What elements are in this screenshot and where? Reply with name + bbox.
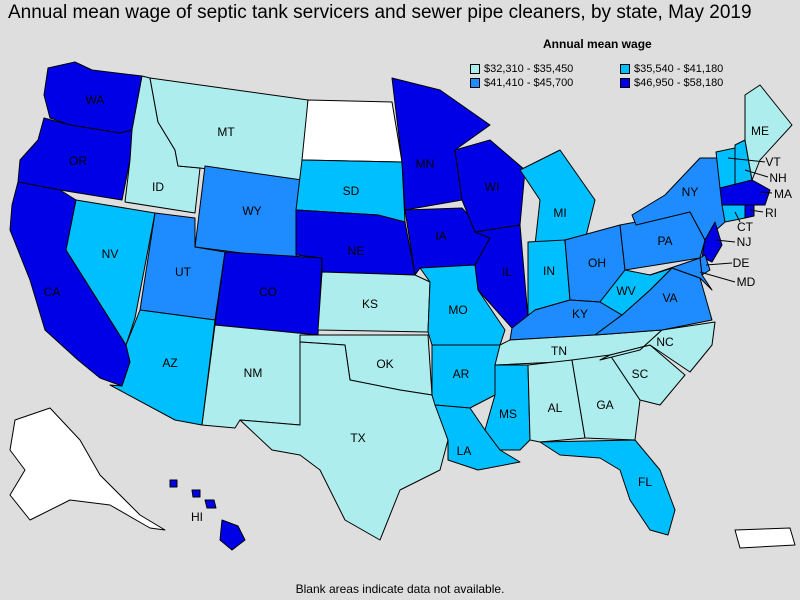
legend-item-range-4: $46,950 - $58,180 [620, 77, 770, 89]
state-label-md: MD [737, 275, 756, 289]
state-label-fl: FL [638, 475, 652, 489]
leader-line-de [705, 262, 733, 266]
state-label-ny: NY [682, 185, 699, 199]
state-label-ia: IA [435, 229, 446, 243]
state-label-az: AZ [162, 356, 177, 370]
state-al[interactable] [527, 359, 586, 443]
state-label-or: OR [69, 154, 87, 168]
state-hi-kauai[interactable] [169, 479, 178, 488]
state-nc[interactable] [599, 321, 716, 373]
state-ga[interactable] [571, 354, 641, 441]
footnote: Blank areas indicate data not available. [295, 582, 505, 596]
state-label-wa: WA [86, 93, 105, 107]
state-label-sc: SC [632, 367, 649, 381]
state-il[interactable] [474, 224, 529, 329]
state-tx[interactable] [239, 341, 449, 541]
state-label-sd: SD [343, 184, 360, 198]
state-label-tx: TX [350, 431, 365, 445]
state-label-hi: HI [191, 510, 203, 524]
legend-item-range-1: $32,310 - $35,450 [470, 63, 620, 75]
legend-item-range-3: $41,410 - $45,700 [470, 77, 620, 89]
state-label-ca: CA [44, 285, 61, 299]
state-or[interactable] [17, 117, 133, 201]
state-label-mt: MT [217, 125, 235, 139]
state-label-nm: NM [244, 366, 263, 380]
legend-swatch-range-3 [470, 78, 480, 88]
state-la[interactable] [434, 404, 521, 471]
state-nd[interactable] [301, 99, 403, 163]
state-label-nc: NC [656, 335, 674, 349]
state-label-nh: NH [769, 171, 786, 185]
legend-swatch-range-4 [620, 78, 630, 88]
legend-swatch-range-1 [470, 64, 480, 74]
state-label-ok: OK [376, 357, 393, 371]
state-label-la: LA [457, 444, 472, 458]
state-label-il: IL [502, 265, 512, 279]
legend-swatch-range-2 [620, 64, 630, 74]
state-hi[interactable] [219, 519, 246, 551]
state-hi-maui[interactable] [204, 499, 217, 509]
state-label-de: DE [733, 256, 750, 270]
state-label-id: ID [152, 180, 164, 194]
state-label-ks: KS [362, 297, 378, 311]
state-label-ky: KY [572, 307, 588, 321]
state-pr[interactable] [734, 527, 796, 549]
state-label-va: VA [662, 291, 677, 305]
state-hi-oahu[interactable] [191, 489, 201, 498]
legend: $32,310 - $35,450 $35,540 - $41,180 $41,… [470, 63, 770, 89]
legend-label-range-3: $41,410 - $45,700 [484, 77, 574, 89]
legend-title: Annual mean wage [543, 37, 652, 51]
state-label-me: ME [751, 124, 769, 138]
state-label-mn: MN [416, 157, 435, 171]
state-label-ga: GA [596, 398, 613, 412]
state-nj[interactable] [701, 221, 723, 263]
state-label-nj: NJ [737, 235, 752, 249]
state-nv[interactable] [65, 199, 156, 346]
state-label-ms: MS [499, 407, 517, 421]
state-vt[interactable] [715, 147, 736, 189]
legend-label-range-4: $46,950 - $58,180 [634, 77, 724, 89]
leader-line-ct [734, 211, 741, 223]
legend-label-range-2: $35,540 - $41,180 [634, 63, 724, 75]
state-label-wi: WI [485, 180, 500, 194]
leader-line-nh [744, 169, 769, 178]
state-label-co: CO [259, 285, 277, 299]
leader-line-vt [727, 157, 766, 163]
state-label-ri: RI [765, 206, 777, 220]
state-label-tn: TN [551, 344, 567, 358]
map-title: Annual mean wage of septic tank servicer… [8, 2, 752, 23]
state-label-mi: MI [553, 206, 566, 220]
state-md[interactable] [649, 257, 713, 291]
state-label-ut: UT [175, 265, 192, 279]
state-label-mo: MO [448, 303, 467, 317]
state-label-oh: OH [588, 256, 606, 270]
state-label-al: AL [548, 401, 563, 415]
state-label-ma: MA [774, 187, 792, 201]
state-ri[interactable] [744, 204, 755, 219]
state-fl[interactable] [539, 439, 676, 536]
leader-line-ma [759, 191, 773, 194]
state-ak[interactable] [9, 407, 166, 531]
leader-line-md [699, 271, 736, 283]
state-label-ne: NE [348, 244, 365, 258]
state-label-ar: AR [453, 367, 470, 381]
state-label-ct: CT [737, 220, 754, 234]
leader-line-ri [749, 209, 764, 213]
legend-label-range-1: $32,310 - $35,450 [484, 63, 574, 75]
state-label-vt: VT [765, 155, 781, 169]
state-label-in: IN [543, 264, 555, 278]
state-mi[interactable] [519, 149, 596, 246]
state-label-wy: WY [242, 204, 261, 218]
state-label-nv: NV [102, 247, 119, 261]
legend-item-range-2: $35,540 - $41,180 [620, 63, 770, 75]
state-label-wv: WV [616, 284, 635, 298]
leader-line-nj [715, 239, 736, 243]
state-label-pa: PA [657, 234, 672, 248]
